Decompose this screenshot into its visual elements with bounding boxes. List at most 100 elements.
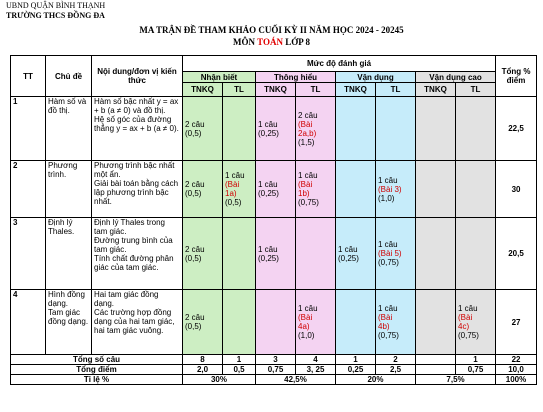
cell-score: (0,75) xyxy=(378,331,399,340)
footer-cell: 3, 25 xyxy=(295,364,336,375)
cell-th-tnkq: 1 câu (0,25) xyxy=(255,217,296,290)
footer-cell: 100% xyxy=(495,374,538,385)
cell-vdc-tnkq xyxy=(415,96,456,161)
cell-vdc-tnkq xyxy=(415,160,456,218)
cell-vdc-tnkq xyxy=(415,289,456,355)
cell-vd-tl: 1 câu (Bài 5) (0,75) xyxy=(375,217,416,290)
cell-count: 1 câu xyxy=(298,171,318,180)
table-row: 2 Phương trình. Phương trình bậc nhất mộ… xyxy=(10,160,538,218)
row-total: 30 xyxy=(495,160,538,218)
row-total: 27 xyxy=(495,289,538,355)
row-total: 22,5 xyxy=(495,96,538,161)
table-row: 1 Hàm số và đồ thị. Hàm số bậc nhất y = … xyxy=(10,96,538,161)
cell-vdc-tnkq xyxy=(415,217,456,290)
footer-cell: 2,0 xyxy=(182,364,223,375)
footer-cell xyxy=(415,364,456,375)
cell-vd-tl: 1 câu (Bài 4b) (0,75) xyxy=(375,289,416,355)
cell-nb-tl xyxy=(222,96,256,161)
cell-vd-tnkq xyxy=(335,160,376,218)
cell-nb-tnkq: 2 câu (0,5) xyxy=(182,160,223,218)
footer-cell: 0,5 xyxy=(222,364,256,375)
cell-nb-tnkq: 2 câu (0,5) xyxy=(182,96,223,161)
sub-tnkq: TNKQ xyxy=(182,82,223,97)
row-tt: 2 xyxy=(10,160,46,218)
footer-cell: 1 xyxy=(335,354,376,365)
cell-score: (0,75) xyxy=(378,258,399,267)
footer-label: Tỉ lệ % xyxy=(10,374,183,385)
row-tt: 4 xyxy=(10,289,46,355)
row-noidung: Định lý Thales trong tam giác. Đường tru… xyxy=(91,217,183,290)
cell-nb-tnkq: 2 câu (0,5) xyxy=(182,217,223,290)
level-nhan-biet: Nhận biết xyxy=(182,71,256,83)
footer-cell: 42,5% xyxy=(255,374,336,385)
footer-cell: 0,75 xyxy=(255,364,296,375)
cell-count: 1 câu xyxy=(378,175,398,185)
cell-score: (1,5) xyxy=(298,137,315,147)
footer-label: Tổng điểm xyxy=(10,364,183,375)
sub-tl: TL xyxy=(375,82,416,97)
footer-cell: 8 xyxy=(182,354,223,365)
cell-nb-tnkq: 2 câu (0,5) xyxy=(182,289,223,355)
row-chude: Định lý Thales. xyxy=(45,217,92,290)
cell-ref: (Bài 4b) xyxy=(378,313,393,331)
cell-vd-tnkq: 1 câu (0,25) xyxy=(335,217,376,290)
cell-vdc-tl xyxy=(454,217,497,290)
cell-ref: (Bài 1a) xyxy=(225,180,240,198)
footer-cell: 10,0 xyxy=(495,364,538,375)
footer-label: Tổng số câu xyxy=(10,354,183,365)
col-header-noidung: Nội dung/đơn vị kiến thức xyxy=(91,55,183,97)
col-header-mucdo: Mức độ đánh giá xyxy=(181,55,497,72)
cell-ref: (Bài 1b) xyxy=(298,180,313,198)
subject-line: MÔN TOÁN LỚP 8 xyxy=(0,37,543,47)
footer-cell: 22 xyxy=(495,354,538,365)
cell-ref: (Bài 4c) xyxy=(458,313,473,331)
cell-th-tl xyxy=(295,217,336,290)
level-van-dung-cao: Vận dụng cao xyxy=(414,71,497,83)
sub-tnkq: TNKQ xyxy=(255,82,296,97)
subject-name: TOÁN xyxy=(257,37,283,47)
cell-vd-tl xyxy=(375,96,416,161)
cell-count: 2 câu xyxy=(298,110,318,120)
level-thong-hieu: Thông hiểu xyxy=(255,71,336,83)
level-van-dung: Vận dụng xyxy=(335,71,416,83)
grade-label: LỚP 8 xyxy=(285,37,310,47)
cell-count: 1 câu xyxy=(378,240,398,249)
row-noidung: Hai tam giác đồng dạng. Các trường hợp đ… xyxy=(91,289,183,355)
footer-cell: 0,25 xyxy=(335,364,376,375)
footer-cell: 7,5% xyxy=(414,374,497,385)
cell-count: 1 câu xyxy=(225,171,245,180)
sub-tnkq: TNKQ xyxy=(415,82,456,97)
footer-cell xyxy=(415,354,456,365)
cell-ref: (Bài 5) xyxy=(378,249,402,258)
cell-score: (0,75) xyxy=(298,198,319,207)
cell-th-tl: 2 câu (Bài 2a,b) (1,5) xyxy=(295,96,336,161)
footer-cell: 1 xyxy=(222,354,256,365)
row-chude: Phương trình. xyxy=(45,160,92,218)
cell-vd-tnkq xyxy=(335,289,376,355)
footer-row-tong-diem: Tổng điểm 2,0 0,5 0,75 3, 25 0,25 2,5 0,… xyxy=(10,364,538,375)
row-noidung: Hàm số bậc nhất y = ax + b (a ≠ 0) và đồ… xyxy=(91,96,183,161)
cell-score: (0,5) xyxy=(225,198,242,207)
footer-cell: 30% xyxy=(182,374,256,385)
row-chude: Hình đồng dạng. Tam giác đồng dạng. xyxy=(45,289,92,355)
col-header-tt: TT xyxy=(10,55,46,97)
footer-cell: 4 xyxy=(295,354,336,365)
cell-th-tl: 1 câu (Bài 1b) (0,75) xyxy=(295,160,336,218)
cell-ref: (Bài 2a,b) xyxy=(298,119,317,138)
cell-count: 1 câu xyxy=(378,304,398,313)
cell-vdc-tl xyxy=(454,160,497,218)
cell-vd-tnkq xyxy=(335,96,376,161)
sub-tl: TL xyxy=(295,82,336,97)
sub-tl: TL xyxy=(222,82,256,97)
cell-ref: (Bài 4a) xyxy=(298,313,313,331)
cell-nb-tl xyxy=(222,217,256,290)
cell-nb-tl: 1 câu (Bài 1a) (0,5) xyxy=(222,160,256,218)
assessment-matrix-table: TT Chủ đề Nội dung/đơn vị kiến thức Mức … xyxy=(10,55,538,385)
footer-cell: 2 xyxy=(375,354,416,365)
cell-th-tnkq: 1 câu (0,25) xyxy=(255,96,296,161)
cell-vdc-tl: 1 câu (Bài 4c) (0,75) xyxy=(454,289,497,355)
cell-vd-tl: 1 câu (Bài 3) (1,0) xyxy=(375,160,416,218)
cell-th-tl: 1 câu (Bài 4a) (1,0) xyxy=(295,289,336,355)
col-header-tong: Tổng % điểm xyxy=(495,55,538,97)
footer-cell: 1 xyxy=(454,354,497,365)
